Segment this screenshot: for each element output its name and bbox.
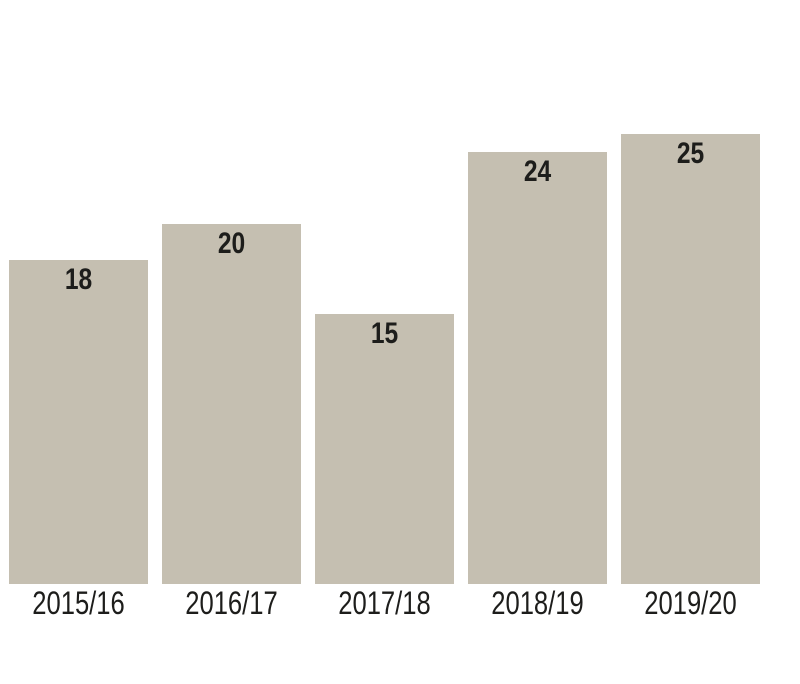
bar-value-label: 25 <box>676 137 705 170</box>
x-axis-tick-label: 2018/19 <box>491 585 584 621</box>
bar-column: 18 2015/16 <box>9 0 148 621</box>
bar: 25 <box>621 134 760 584</box>
bar-column: 24 2018/19 <box>468 0 607 621</box>
bar: 15 <box>315 314 454 584</box>
bar: 24 <box>468 152 607 584</box>
x-axis-tick-label: 2019/20 <box>644 585 737 621</box>
bar-columns: 18 2015/16 20 2016/17 15 2017/18 24 2018/19 25 20… <box>9 0 760 621</box>
bar: 20 <box>162 224 301 584</box>
bar-value-label: 20 <box>217 227 246 260</box>
bar-value-label: 15 <box>370 317 399 350</box>
bar: 18 <box>9 260 148 584</box>
x-axis-tick-label: 2017/18 <box>338 585 431 621</box>
bar-value-label: 24 <box>523 155 552 188</box>
bar-column: 15 2017/18 <box>315 0 454 621</box>
bar-column: 25 2019/20 <box>621 0 760 621</box>
x-axis-tick-label: 2016/17 <box>185 585 278 621</box>
bar-column: 20 2016/17 <box>162 0 301 621</box>
bar-value-label: 18 <box>64 263 93 296</box>
x-axis-tick-label: 2015/16 <box>32 585 125 621</box>
